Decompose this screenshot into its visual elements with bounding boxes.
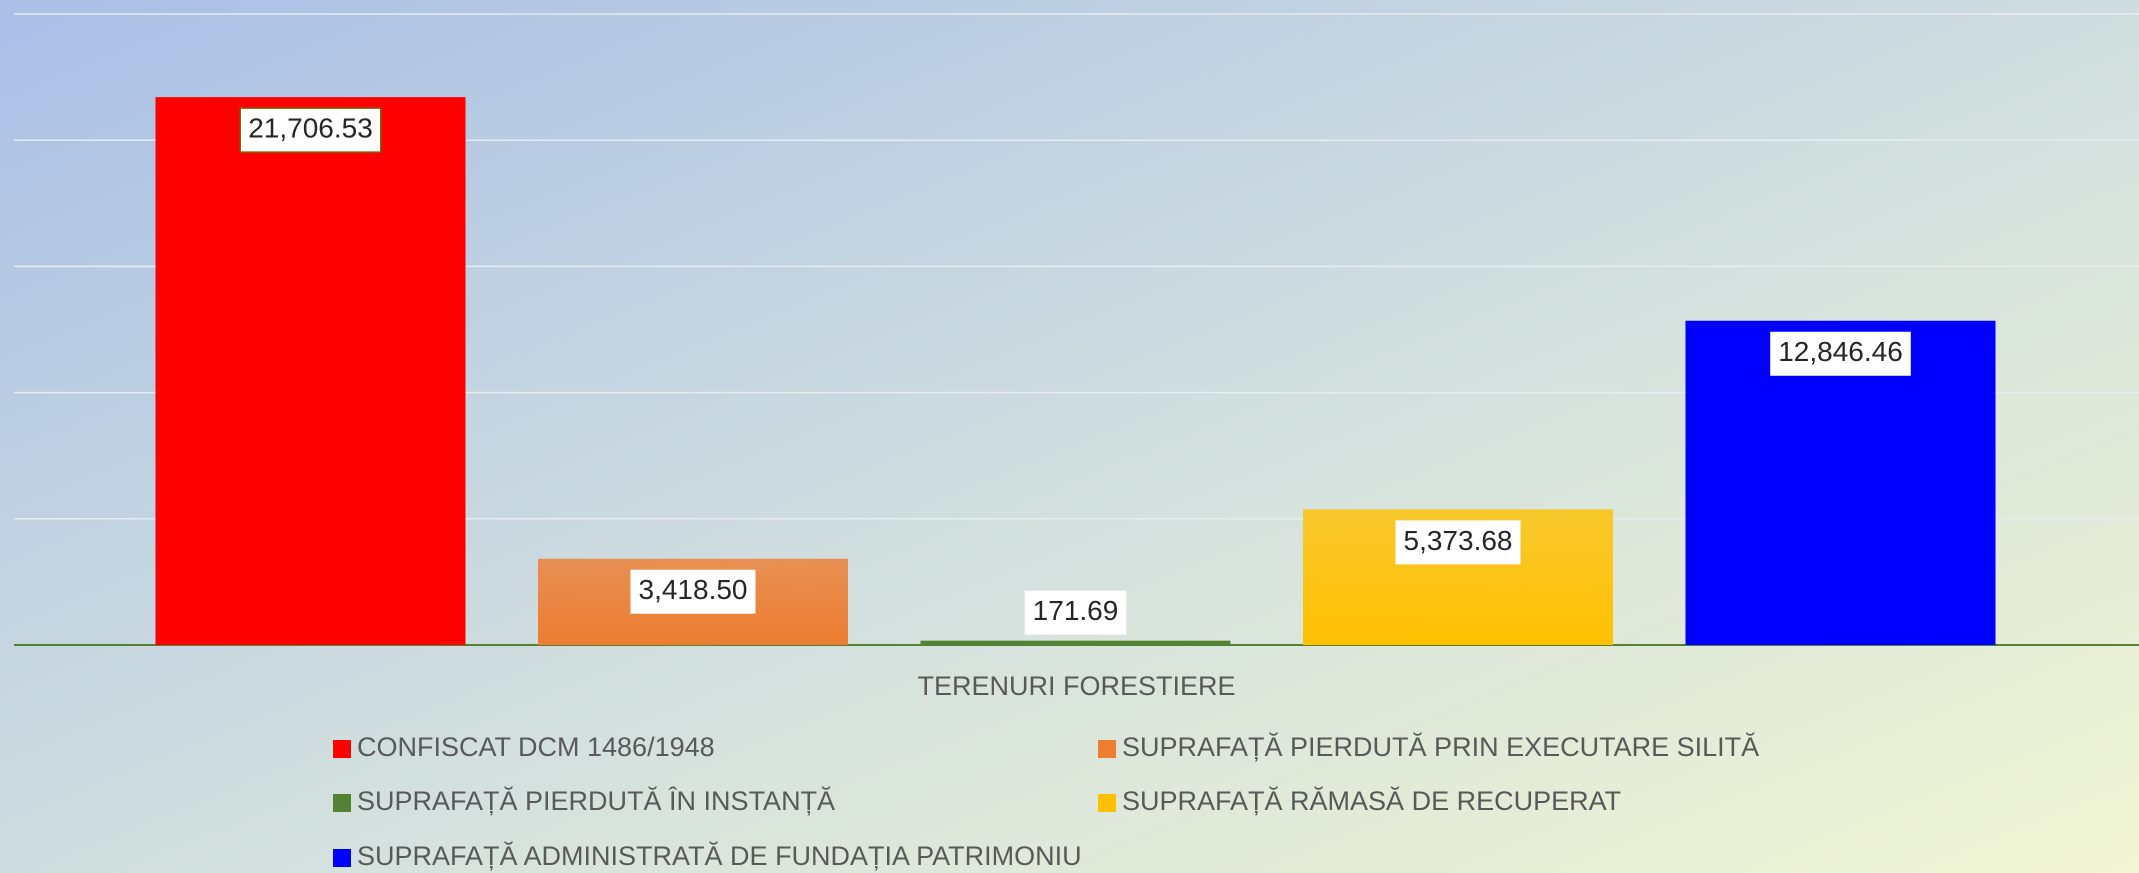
data-label: 12,846.46	[1778, 336, 1903, 367]
data-label-box	[1770, 331, 1911, 376]
legend-label: CONFISCAT DCM 1486/1948	[357, 732, 715, 762]
legend-label: SUPRAFAȚĂ PIERDUTĂ ÎN INSTANȚĂ	[357, 785, 835, 816]
legend-swatch	[1098, 740, 1116, 758]
bar	[155, 97, 466, 645]
data-label-box	[1395, 520, 1521, 565]
data-label: 21,706.53	[248, 113, 373, 144]
legend-swatch	[333, 794, 351, 812]
legend-label: SUPRAFAȚĂ PIERDUTĂ PRIN EXECUTARE SILITĂ	[1122, 732, 1759, 762]
data-label-box	[630, 569, 756, 614]
data-label-box	[1024, 590, 1127, 635]
legend-swatch	[333, 740, 351, 758]
legend-label: SUPRAFAȚĂ RĂMASĂ DE RECUPERAT	[1122, 786, 1621, 816]
legend-swatch	[333, 849, 351, 867]
data-label-box	[239, 107, 382, 153]
bar	[920, 640, 1231, 645]
data-label: 3,418.50	[639, 574, 748, 605]
legend-swatch	[1098, 794, 1116, 812]
data-label: 5,373.68	[1404, 525, 1513, 556]
data-label: 171.69	[1033, 595, 1119, 626]
legend-label: SUPRAFAȚĂ ADMINISTRATĂ DE FUNDAȚIA PATRI…	[357, 841, 1082, 871]
x-tick-label: TERENURI FORESTIERE	[917, 671, 1235, 701]
